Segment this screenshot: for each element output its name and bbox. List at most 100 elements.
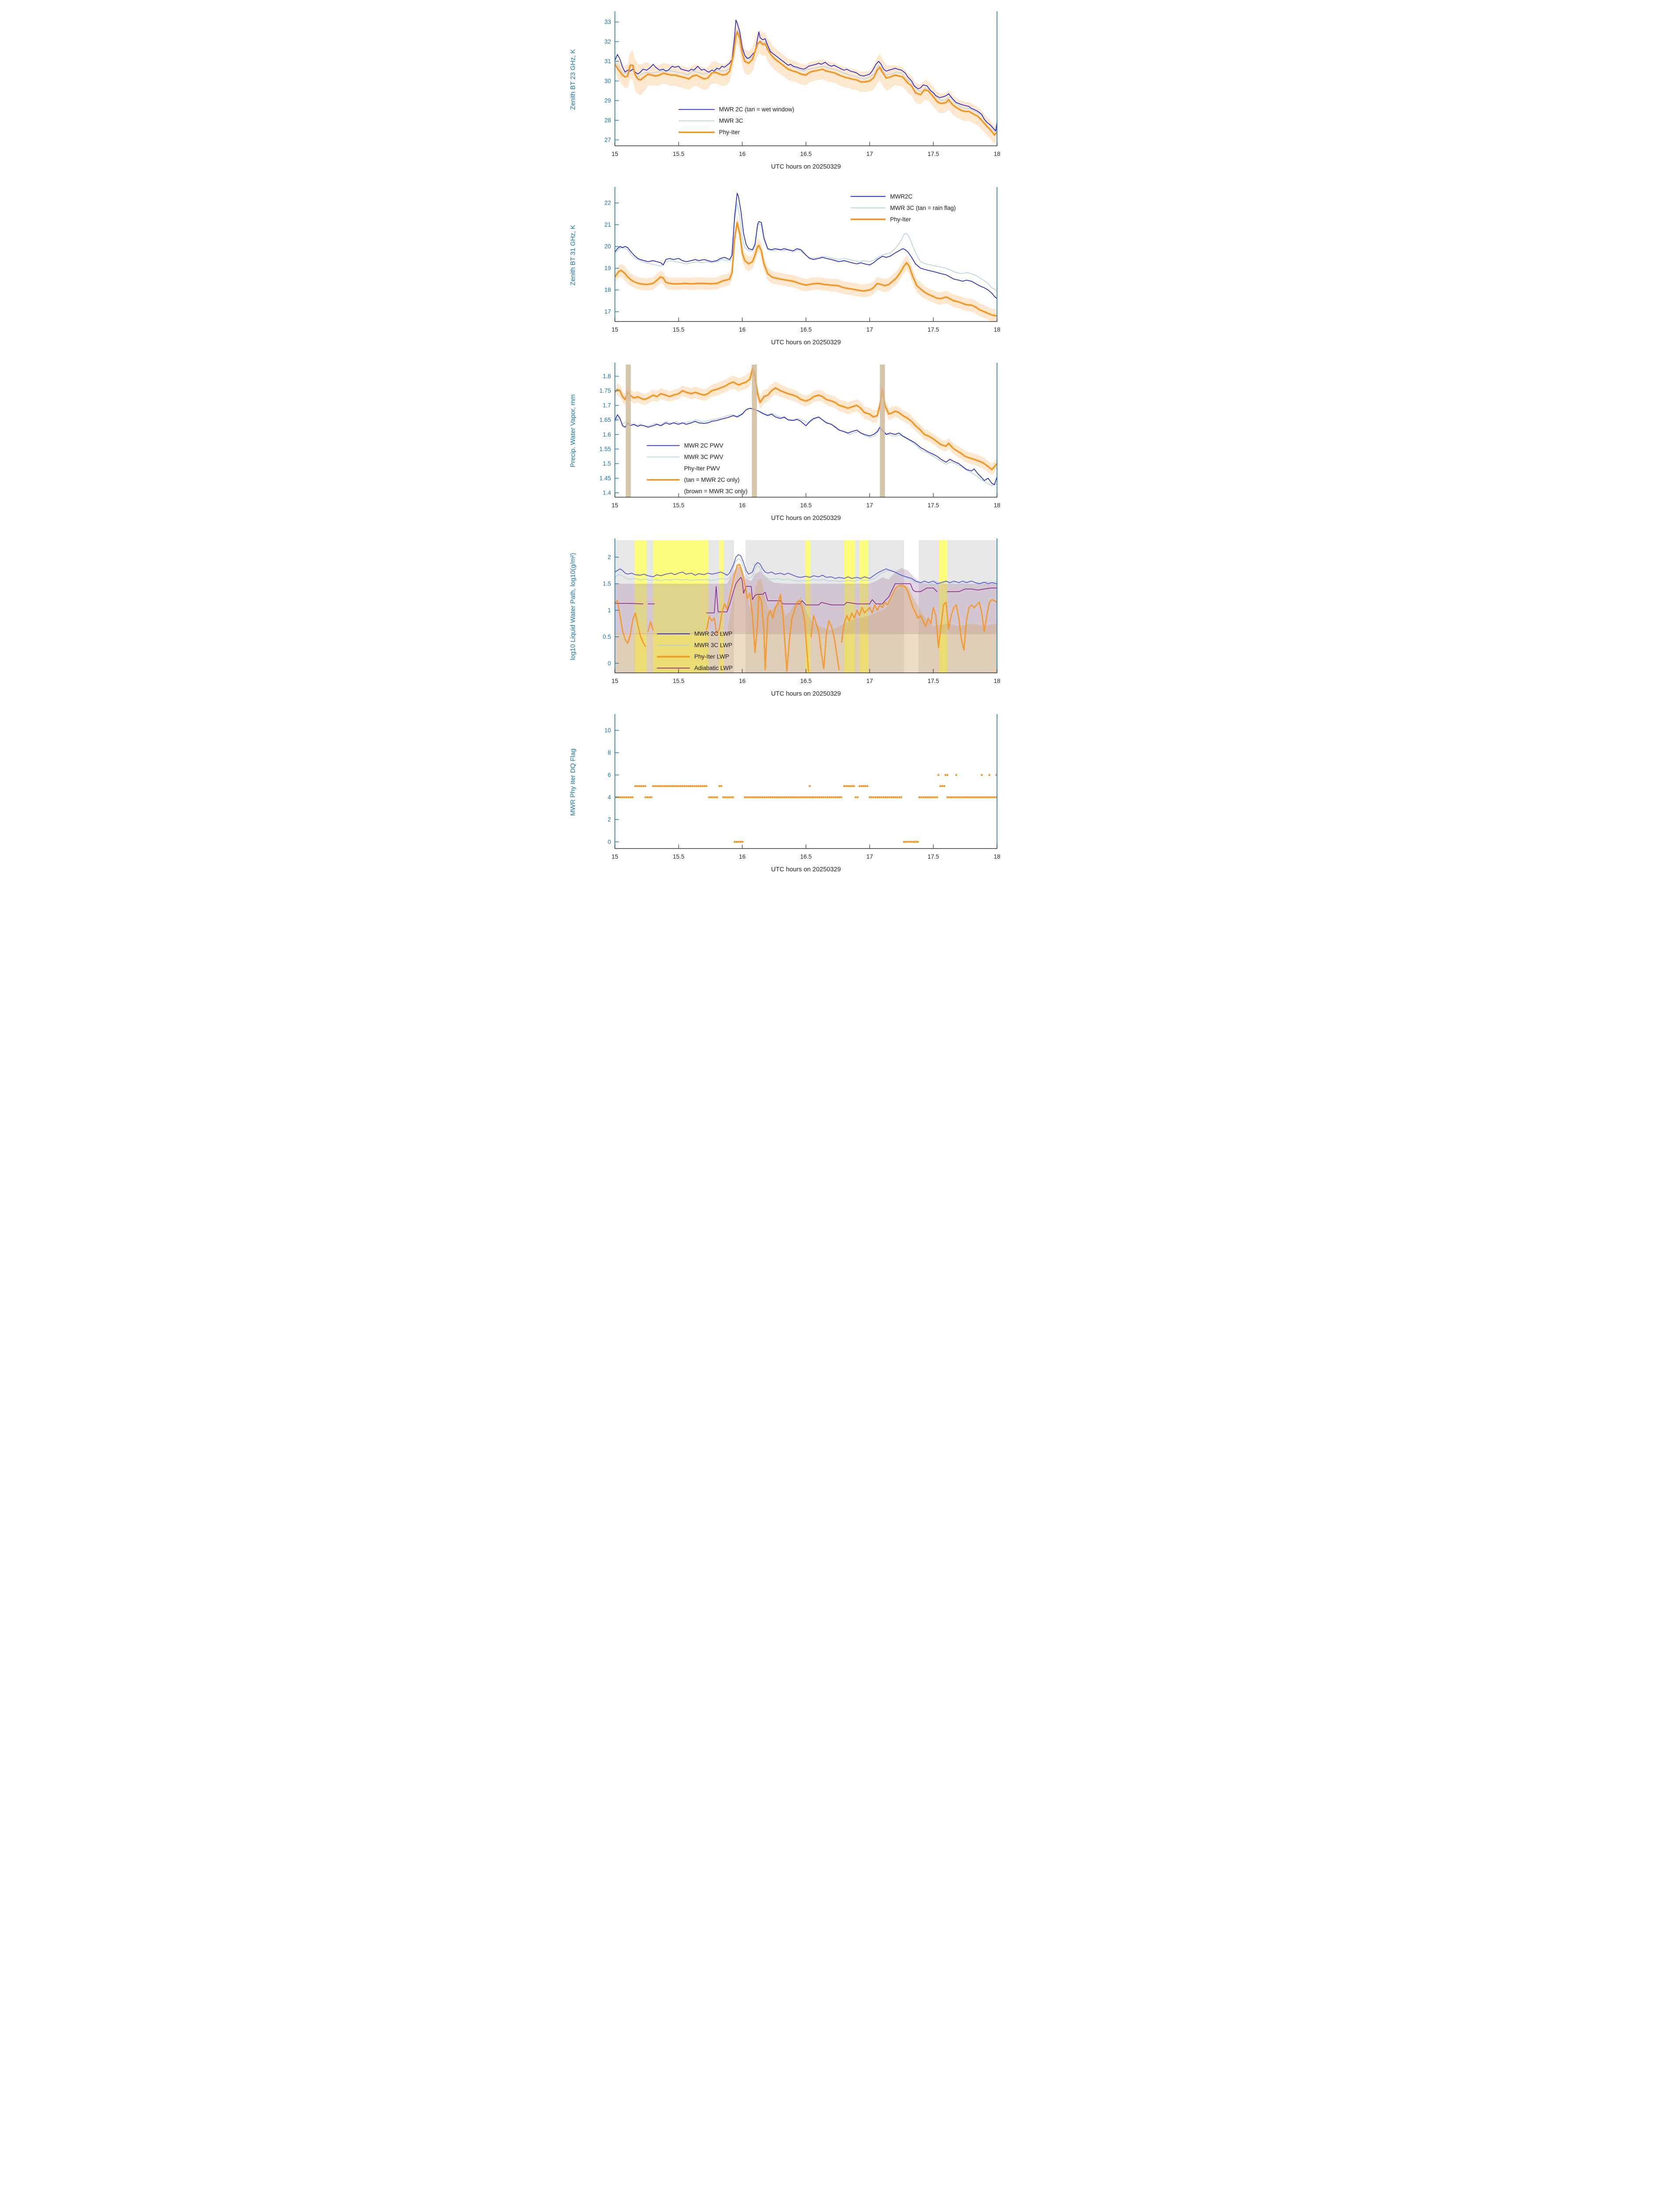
dq-dot <box>728 796 730 798</box>
y-tick-label: 0.5 <box>603 633 611 640</box>
dq-dot <box>789 796 791 798</box>
plot-zenith-bt-31: 17 18 19 20 21 22 15 15.5 16 16.5 17 17.5 18 UTC hour… <box>569 187 1001 346</box>
axes-log10-lwp: 0 0.5 1 1.5 2 15 15.5 16 16.5 17 17.5 18 UTC hours o… <box>569 538 1001 697</box>
plot-zenith-bt-23: 27 28 29 30 31 32 33 15 15.5 16 16.5 17 17.5 18 UTC ho… <box>569 11 1001 170</box>
series-line-mwr-2c-pwv <box>615 408 997 485</box>
dq-dot <box>922 796 925 798</box>
dq-dot <box>682 785 684 787</box>
dq-dot <box>849 785 851 787</box>
dq-dot <box>712 796 714 798</box>
dq-dot <box>968 796 970 798</box>
axes-zenith-bt-23: 27 28 29 30 31 32 33 15 15.5 16 16.5 17 17.5 18 UTC ho… <box>569 11 1001 170</box>
dq-dot <box>920 796 922 798</box>
dq-dot <box>676 785 678 787</box>
dq-dot <box>666 785 668 787</box>
x-tick-label: 16 <box>739 326 745 333</box>
dq-dot <box>646 796 649 798</box>
plot-log10-lwp: 0 0.5 1 1.5 2 15 15.5 16 16.5 17 17.5 18 UTC hours o… <box>569 538 1001 697</box>
dq-dot <box>956 796 958 798</box>
plot-dq-flag-container: 0 2 4 6 8 10 15 15.5 16 16.5 17 17.5 18 UTC hours on … <box>560 703 1120 878</box>
dq-dot <box>862 785 865 787</box>
y-axis-label: Zenith BT 23 GHz, K <box>569 49 577 110</box>
dq-dot <box>834 796 837 798</box>
dq-dot <box>632 796 634 798</box>
dq-dot <box>824 796 827 798</box>
dq-dot <box>638 785 640 787</box>
dq-dot <box>888 796 891 798</box>
dq-dot <box>826 796 829 798</box>
dq-dot <box>976 796 978 798</box>
y-tick-label: 31 <box>604 58 611 65</box>
dq-dot <box>650 796 653 798</box>
flag-band-yellow <box>844 540 855 673</box>
dq-dot <box>726 796 728 798</box>
dq-dot <box>710 796 712 798</box>
x-tick-label: 18 <box>994 326 1000 333</box>
plot-area-dq-flag <box>615 774 997 843</box>
dq-dot <box>813 796 815 798</box>
dq-dot <box>697 785 700 787</box>
plot-area-precip-water-vapor <box>615 365 997 497</box>
dq-dot <box>972 796 974 798</box>
dq-dot <box>868 796 871 798</box>
plot-zenith-bt-23-container: 27 28 29 30 31 32 33 15 15.5 16 16.5 17 17.5 18 UTC ho… <box>560 0 1120 176</box>
x-tick-label: 15.5 <box>673 678 684 684</box>
dq-dot <box>683 785 686 787</box>
y-axis-label: Precip. Water Vapor, mm <box>569 394 577 467</box>
dq-dot <box>928 796 930 798</box>
dq-dot <box>866 785 869 787</box>
legend-label: Phy-Iter <box>890 216 911 223</box>
dq-dot <box>943 785 946 787</box>
dq-dot <box>656 785 658 787</box>
dq-dot <box>894 796 896 798</box>
y-tick-label: 1.8 <box>603 373 611 379</box>
dq-dot <box>624 796 626 798</box>
series-line-phy-iter-pwv <box>615 368 997 470</box>
dq-dot <box>801 796 803 798</box>
legend-zenith-bt-31: MWR2C MWR 3C (tan = rain flag) Phy-Iter <box>850 193 956 223</box>
dq-dot <box>741 841 744 843</box>
dq-dot <box>948 796 950 798</box>
dq-dot <box>871 796 873 798</box>
dq-dot <box>909 841 911 843</box>
x-tick-label: 16.5 <box>800 502 812 509</box>
dq-dot <box>658 785 660 787</box>
flag-band-yellow <box>719 540 724 673</box>
dq-dot <box>708 796 710 798</box>
y-tick-label: 28 <box>604 117 611 123</box>
x-tick-label: 18 <box>994 502 1000 509</box>
x-tick-label: 15.5 <box>673 502 684 509</box>
y-tick-label: 2 <box>607 816 611 823</box>
legend-label: MWR 2C (tan = wet window) <box>719 106 794 113</box>
series-line-phy-iter-lwp <box>615 600 647 647</box>
dq-dot <box>918 796 921 798</box>
dq-dot <box>662 785 664 787</box>
dq-dot <box>900 796 903 798</box>
mwr-retrieval-figure: 27 28 29 30 31 32 33 15 15.5 16 16.5 17 17.5 18 UTC ho… <box>560 0 1120 878</box>
dq-dot <box>621 796 624 798</box>
dq-dot <box>672 785 674 787</box>
dq-dot <box>694 785 696 787</box>
dq-dot <box>767 796 770 798</box>
dq-dot <box>924 796 926 798</box>
x-tick-label: 16 <box>739 502 745 509</box>
dq-dot <box>978 796 980 798</box>
x-tick-label: 17.5 <box>928 326 939 333</box>
x-tick-label: 15 <box>611 326 618 333</box>
dq-dot <box>946 796 949 798</box>
dq-dot <box>890 796 892 798</box>
dq-dot <box>690 785 692 787</box>
series-line-mwr-3c <box>615 202 997 292</box>
legend-label: MWR2C <box>890 193 913 200</box>
dq-dot <box>910 841 913 843</box>
dq-dot <box>674 785 676 787</box>
dq-dot <box>748 796 750 798</box>
dq-dot <box>817 796 819 798</box>
retrieval-only-band <box>625 365 631 497</box>
y-tick-label: 21 <box>604 221 611 228</box>
y-tick-label: 1.6 <box>603 431 611 438</box>
dq-dot <box>773 796 776 798</box>
dq-dot <box>995 774 997 776</box>
dq-dot <box>820 796 823 798</box>
dq-dot <box>886 796 889 798</box>
